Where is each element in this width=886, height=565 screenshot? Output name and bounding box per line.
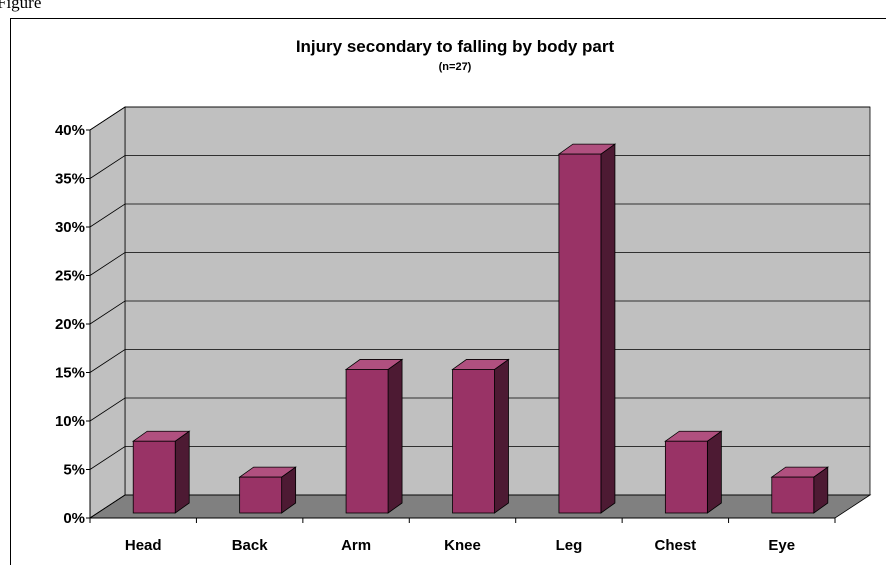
grid-line: [89, 300, 870, 325]
x-tick-label: Eye: [768, 537, 795, 554]
y-tick-label: 20%: [55, 316, 85, 333]
grid-line: [89, 446, 870, 470]
bar: [239, 476, 283, 514]
grid-line: [89, 397, 870, 422]
x-tick-label: Chest: [655, 537, 697, 554]
grid-line: [89, 203, 870, 228]
chart-title: Injury secondary to falling by body part: [296, 37, 615, 56]
y-tick-label: 40%: [55, 122, 85, 139]
y-tick-label: 30%: [55, 219, 85, 236]
x-tick-label: Knee: [444, 537, 481, 554]
grid-line: [89, 494, 870, 519]
grid-line: [89, 106, 870, 131]
x-tick-label: Head: [125, 537, 162, 554]
grid-line: [89, 349, 870, 373]
bar-side: [600, 143, 616, 514]
y-tick-label: 15%: [55, 365, 85, 382]
y-tick-label: 5%: [63, 462, 85, 479]
y-tick-label: 0%: [63, 510, 85, 527]
figure-label: Figure: [0, 0, 41, 12]
bar: [664, 440, 708, 514]
bar: [771, 476, 815, 514]
bar: [452, 369, 495, 514]
x-tick-label: Leg: [556, 537, 583, 554]
bar-side: [706, 430, 722, 514]
bar: [345, 369, 389, 514]
x-tick-label: Arm: [341, 537, 371, 554]
chart-subtitle: (n=27): [439, 61, 472, 73]
y-tick-label: 10%: [55, 413, 85, 430]
bar-side: [174, 430, 190, 514]
x-tick-label: Back: [232, 537, 269, 554]
y-tick-label: 25%: [55, 268, 85, 285]
grid-line: [89, 155, 870, 179]
bar: [558, 153, 602, 514]
y-tick-label: 35%: [55, 171, 85, 188]
bar: [132, 440, 176, 514]
grid-line: [89, 252, 870, 276]
bar-side: [387, 358, 403, 514]
bar-side: [494, 358, 509, 514]
